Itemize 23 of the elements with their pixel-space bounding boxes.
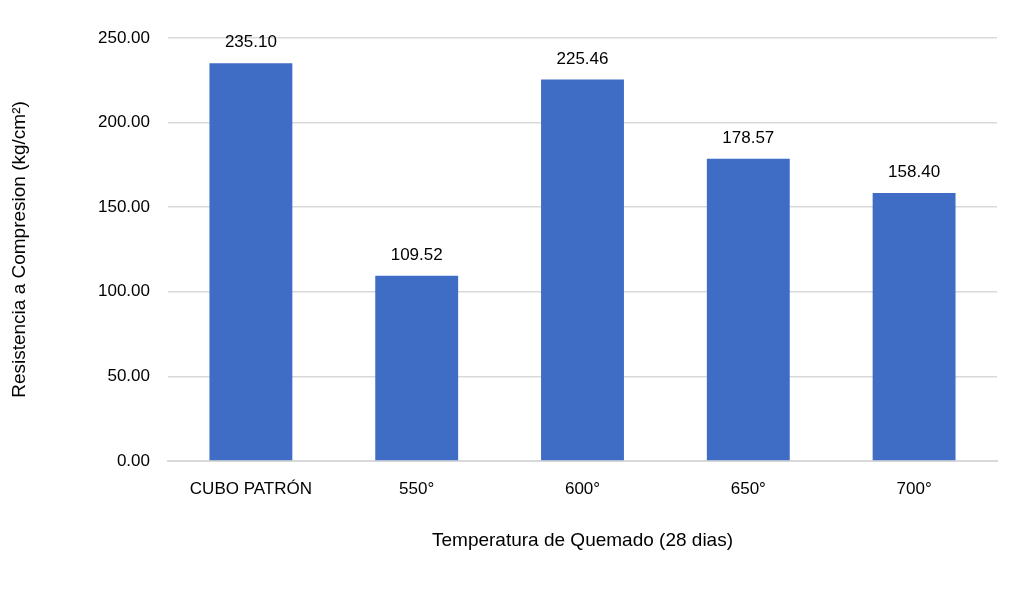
x-tick-label: 550° xyxy=(399,478,435,498)
bar xyxy=(872,192,956,461)
x-axis-title: Temperatura de Quemado (28 dias) xyxy=(432,528,733,550)
data-label: 225.46 xyxy=(556,48,609,68)
y-axis-title: Resistencia a Compresion (kg/cm²) xyxy=(7,101,29,398)
data-label: 109.52 xyxy=(390,244,443,264)
x-tick-label: 600° xyxy=(564,478,601,498)
data-label: 235.10 xyxy=(224,32,277,52)
y-tick-label: 150.00 xyxy=(98,196,150,216)
bar xyxy=(209,63,293,461)
y-tick-label: 200.00 xyxy=(98,112,150,132)
bar xyxy=(375,275,459,461)
y-tick-label: 0.00 xyxy=(116,450,150,470)
y-tick-label: 50.00 xyxy=(107,366,150,386)
x-tick-label: 650° xyxy=(730,478,766,498)
x-tick-label: CUBO PATRÓN xyxy=(189,478,312,498)
bar xyxy=(541,79,624,461)
data-label: 178.57 xyxy=(722,128,775,148)
y-tick-label: 100.00 xyxy=(98,281,150,301)
x-tick-label: 700° xyxy=(896,478,932,498)
y-tick-label: 250.00 xyxy=(98,27,150,47)
data-label: 158.40 xyxy=(888,162,941,182)
bar xyxy=(706,158,790,461)
